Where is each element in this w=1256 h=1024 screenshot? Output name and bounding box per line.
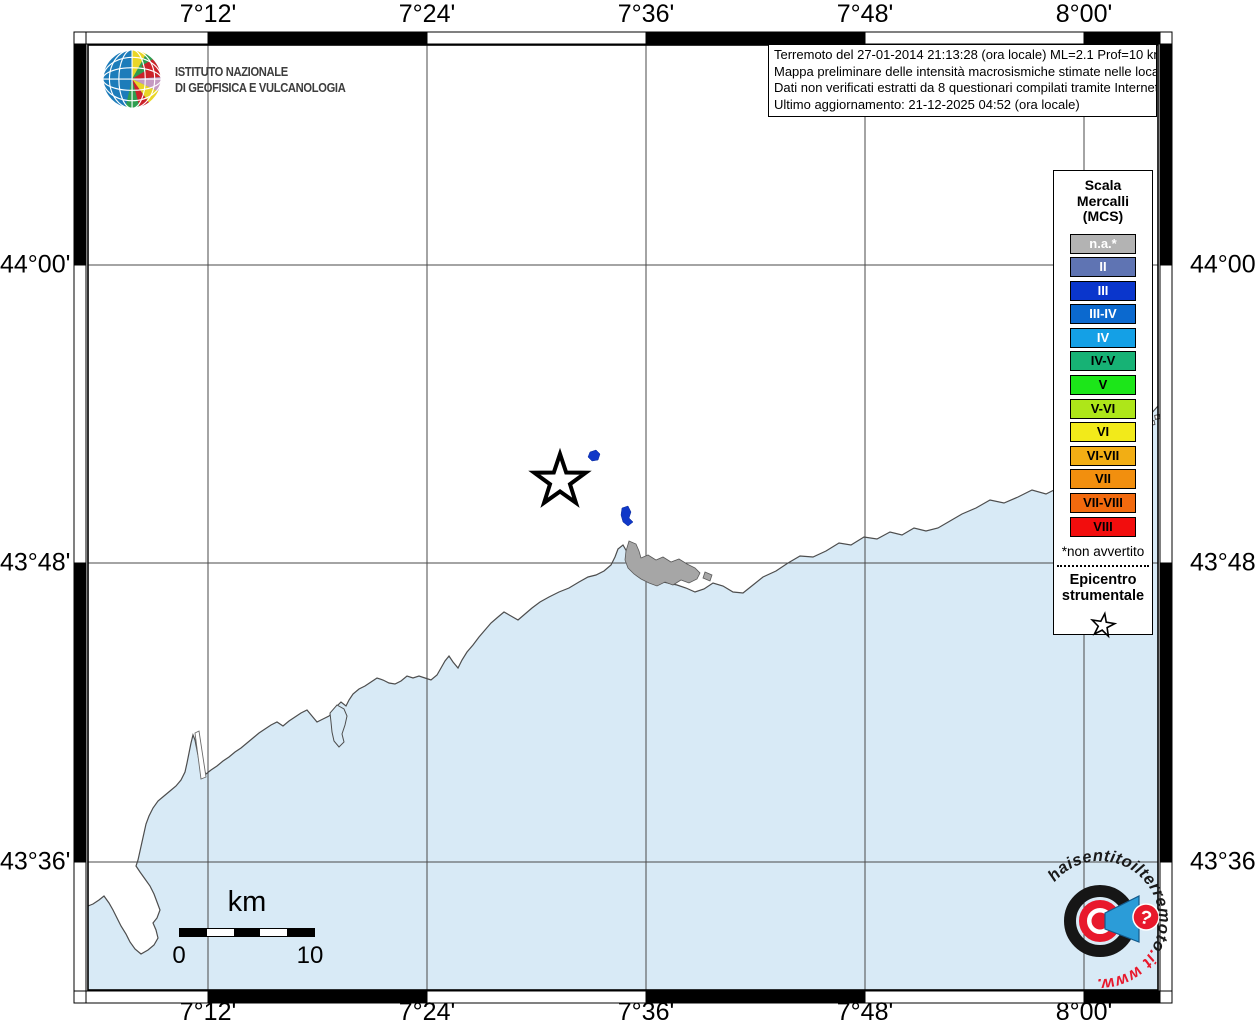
intensity-markers (587, 449, 634, 527)
event-info-box: Terremoto del 27-01-2014 21:13:28 (ora l… (768, 44, 1157, 117)
legend-item-iii-iv: III-IV (1070, 304, 1136, 325)
legend-item-na: n.a.* (1070, 233, 1136, 254)
scalebar (179, 928, 315, 937)
legend-item-v: V (1070, 375, 1136, 396)
legend-epicenter-line1: Epicentro (1069, 571, 1137, 588)
haisentito-logo: ? haisentitoilterremoto.it www. (1044, 847, 1172, 993)
inlet (329, 704, 348, 748)
legend-item-iv-v: IV-V (1070, 351, 1136, 372)
legend-item-ii: II (1070, 257, 1136, 278)
axis-label-lat: 44°00' (0, 250, 71, 279)
legend-title-line1: Scala (1084, 177, 1122, 193)
legend-items: n.a.* II III III-IV IV IV-V V V-VI VI VI… (1054, 233, 1152, 537)
epicenter-star-icon (1089, 610, 1118, 639)
intensity-legend: Scala Mercalli (MCS) n.a.* II III III-IV… (1053, 170, 1153, 639)
locality-marker (620, 505, 634, 527)
watermark-url-www: www. (1096, 962, 1146, 993)
axis-label-lon: 7°12' (179, 0, 237, 28)
legend-item-vii-viii: VII-VIII (1070, 493, 1136, 514)
scalebar-segment (260, 929, 288, 936)
legend-item-iii: III (1070, 280, 1136, 301)
axis-label-lat: 43°48' (1190, 548, 1256, 577)
axis-label-lon: 8°00' (1055, 998, 1113, 1024)
legend-item-viii: VIII (1070, 516, 1136, 537)
event-info-line1: Terremoto del 27-01-2014 21:13:28 (ora l… (774, 47, 1157, 62)
axis-label-lon: 7°36' (617, 998, 675, 1024)
scalebar-unit-label: km (227, 886, 267, 918)
legend-title-line3: (MCS) (1082, 208, 1124, 224)
legend-item-iv: IV (1070, 327, 1136, 348)
axis-label-lat: 43°36' (0, 847, 71, 876)
sea (88, 406, 1158, 990)
axis-label-lon: 7°24' (398, 998, 456, 1024)
coastline (87, 405, 1159, 955)
scalebar-segment (206, 929, 234, 936)
epicenter-star (528, 447, 592, 508)
legend-item-v-vi: V-VI (1070, 398, 1136, 419)
watermark-url-www-glyphs: www. (1096, 962, 1146, 993)
axis-label-lon: 7°48' (836, 998, 894, 1024)
map-fancy-border (73, 31, 1173, 1004)
scalebar-segment (287, 929, 314, 936)
legend-title-line2: Mercalli (1076, 192, 1130, 209)
question-badge-glyph: ? (1137, 907, 1153, 930)
legend-title: Scala Mercalli (MCS) (1054, 171, 1152, 225)
legend-epicenter-line2: strumentale (1061, 588, 1145, 605)
institute-name-line1: ISTITUTO NAZIONALE (175, 64, 288, 79)
legend-footnote: *non avvertito (1061, 543, 1145, 559)
legend-item-vi-vii: VI-VII (1070, 445, 1136, 466)
axis-label-lon: 7°36' (617, 0, 675, 28)
scalebar-end-label: 10 (296, 942, 324, 969)
scalebar-segment (180, 929, 207, 936)
estuary (194, 730, 207, 780)
axis-label-lon: 7°24' (398, 0, 456, 28)
event-info-line2: Mappa preliminare delle intensità macros… (774, 63, 1157, 79)
ingv-logo: ISTITUTO NAZIONALE DI GEOFISICA E VULCAN… (100, 46, 373, 114)
axis-label-lat: 43°36' (1190, 847, 1256, 876)
axis-label-lon: 7°12' (179, 998, 237, 1024)
institute-name-line2: DI GEOFISICA E VULCANOLOGIA (175, 80, 346, 95)
map-inner-frame (87, 44, 1159, 991)
legend-divider (1057, 564, 1149, 567)
axis-label-lat: 43°48' (0, 548, 71, 577)
event-info-line4: Ultimo aggiornamento: 21-12-2025 04:52 (… (774, 96, 1080, 112)
legend-item-vi: VI (1070, 422, 1136, 443)
megaphone-icon (1104, 895, 1140, 943)
institute-name: ISTITUTO NAZIONALE DI GEOFISICA E VULCAN… (175, 64, 346, 96)
scalebar-start-label: 0 (172, 942, 186, 969)
axis-label-lat: 44°00' (1190, 250, 1256, 279)
scalebar-segment (233, 929, 261, 936)
legend-item-vii: VII (1070, 469, 1136, 490)
question-badge-icon: ? (1132, 903, 1160, 931)
legend-epicenter-caption: Epicentro strumentale (1054, 572, 1152, 605)
event-info-line3: Dati non verificati estratti da 8 questi… (774, 80, 1157, 95)
ingv-globe-icon (102, 49, 162, 109)
locality-marker (587, 449, 601, 462)
urban-areas (624, 540, 713, 587)
axis-label-lon: 7°48' (836, 0, 894, 28)
axis-label-lon: 8°00' (1055, 0, 1113, 28)
